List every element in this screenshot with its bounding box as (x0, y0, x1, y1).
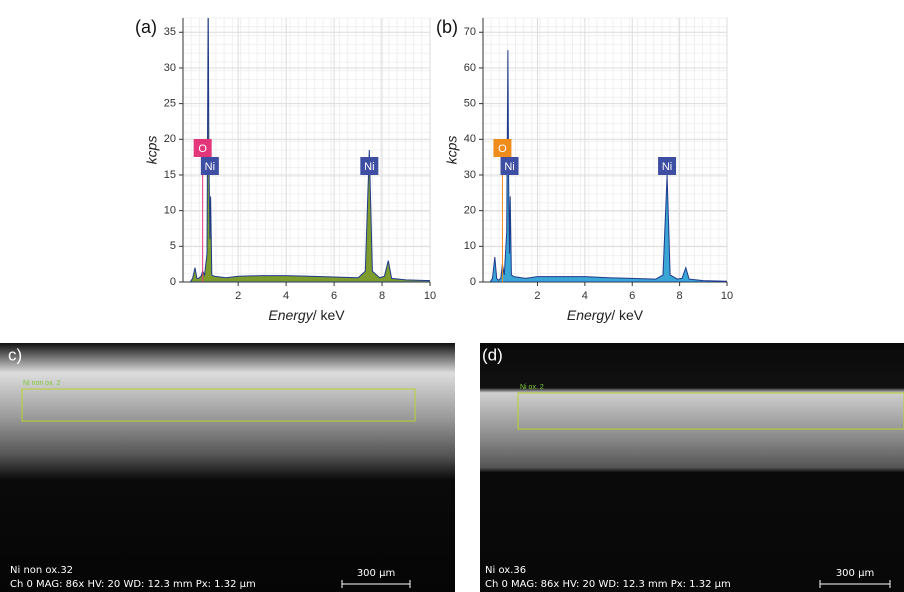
roi-label: Ni ox. 2 (520, 384, 544, 391)
scale-bar (341, 580, 411, 588)
roi-box (517, 392, 904, 430)
y-tick-label: 10 (164, 205, 176, 217)
y-tick-label: 20 (164, 133, 176, 145)
y-tick-label: 60 (464, 62, 476, 74)
y-axis-label: kcps (444, 136, 460, 165)
annotation: O (198, 143, 207, 155)
y-tick-label: 25 (164, 98, 176, 110)
panel-label: (b) (436, 17, 458, 37)
x-axis-label: Energy/ keV (268, 307, 345, 323)
roi-box (21, 388, 416, 422)
annotation: Ni (662, 161, 672, 173)
scale-label: 300 µm (357, 568, 395, 579)
annotation-box (500, 157, 519, 175)
scale-label: 300 µm (836, 568, 874, 579)
x-axis-label-name: Energy (567, 307, 612, 323)
x-tick-label: 8 (379, 290, 385, 302)
y-tick-label: 10 (464, 240, 476, 252)
x-tick-label: 6 (629, 290, 635, 302)
annotation-box (200, 157, 219, 175)
image-info: Ch 0 MAG: 86x HV: 20 WD: 12.3 mm Px: 1.3… (10, 579, 256, 590)
image-name: Ni non ox.32 (10, 565, 73, 576)
roi-label: Ni non ox. 2 (23, 380, 60, 387)
y-tick-label: 20 (464, 205, 476, 217)
y-axis-label: kcps (144, 136, 160, 165)
x-tick-label: 8 (677, 290, 683, 302)
y-tick-label: 40 (464, 133, 476, 145)
spectrum (489, 50, 727, 282)
spectrum (189, 18, 430, 282)
plot-clip (489, 50, 727, 282)
x-axis-label: Energy/ keV (567, 307, 644, 323)
annotation-box (360, 157, 379, 175)
y-tick-label: 5 (170, 240, 176, 252)
x-axis-label-unit: / keV (611, 307, 644, 323)
panel-label: c) (8, 345, 22, 364)
panel-label: (a) (135, 17, 157, 37)
annotation-box (658, 157, 677, 175)
y-tick-label: 50 (464, 98, 476, 110)
x-axis-label-name: Energy (268, 307, 313, 323)
x-tick-label: 6 (331, 290, 337, 302)
annotation: Ni (205, 161, 215, 173)
sem-image (480, 343, 904, 592)
x-tick-label: 10 (424, 290, 436, 302)
y-tick-label: 30 (164, 62, 176, 74)
image-info: Ch 0 MAG: 86x HV: 20 WD: 12.3 mm Px: 1.3… (485, 579, 731, 590)
image-name: Ni ox.36 (485, 565, 526, 576)
x-tick-label: 10 (721, 290, 733, 302)
x-tick-label: 4 (283, 290, 289, 302)
annotation-box (193, 139, 212, 157)
y-tick-label: 70 (464, 26, 476, 38)
scale-bar (819, 580, 891, 588)
annotation: Ni (504, 161, 514, 173)
annotation: O (498, 143, 507, 155)
annotation: Ni (364, 161, 374, 173)
x-tick-label: 2 (534, 290, 540, 302)
sem-image (0, 343, 455, 592)
y-tick-label: 30 (464, 169, 476, 181)
y-tick-label: 0 (470, 276, 476, 288)
x-axis-label-unit: / keV (313, 307, 346, 323)
plot-clip (189, 18, 430, 282)
x-tick-label: 2 (235, 290, 241, 302)
y-tick-label: 15 (164, 169, 176, 181)
annotation-box (493, 139, 512, 157)
y-tick-label: 0 (170, 276, 176, 288)
panel-label: (d) (482, 345, 503, 364)
y-tick-label: 35 (164, 26, 176, 38)
x-tick-label: 4 (582, 290, 588, 302)
